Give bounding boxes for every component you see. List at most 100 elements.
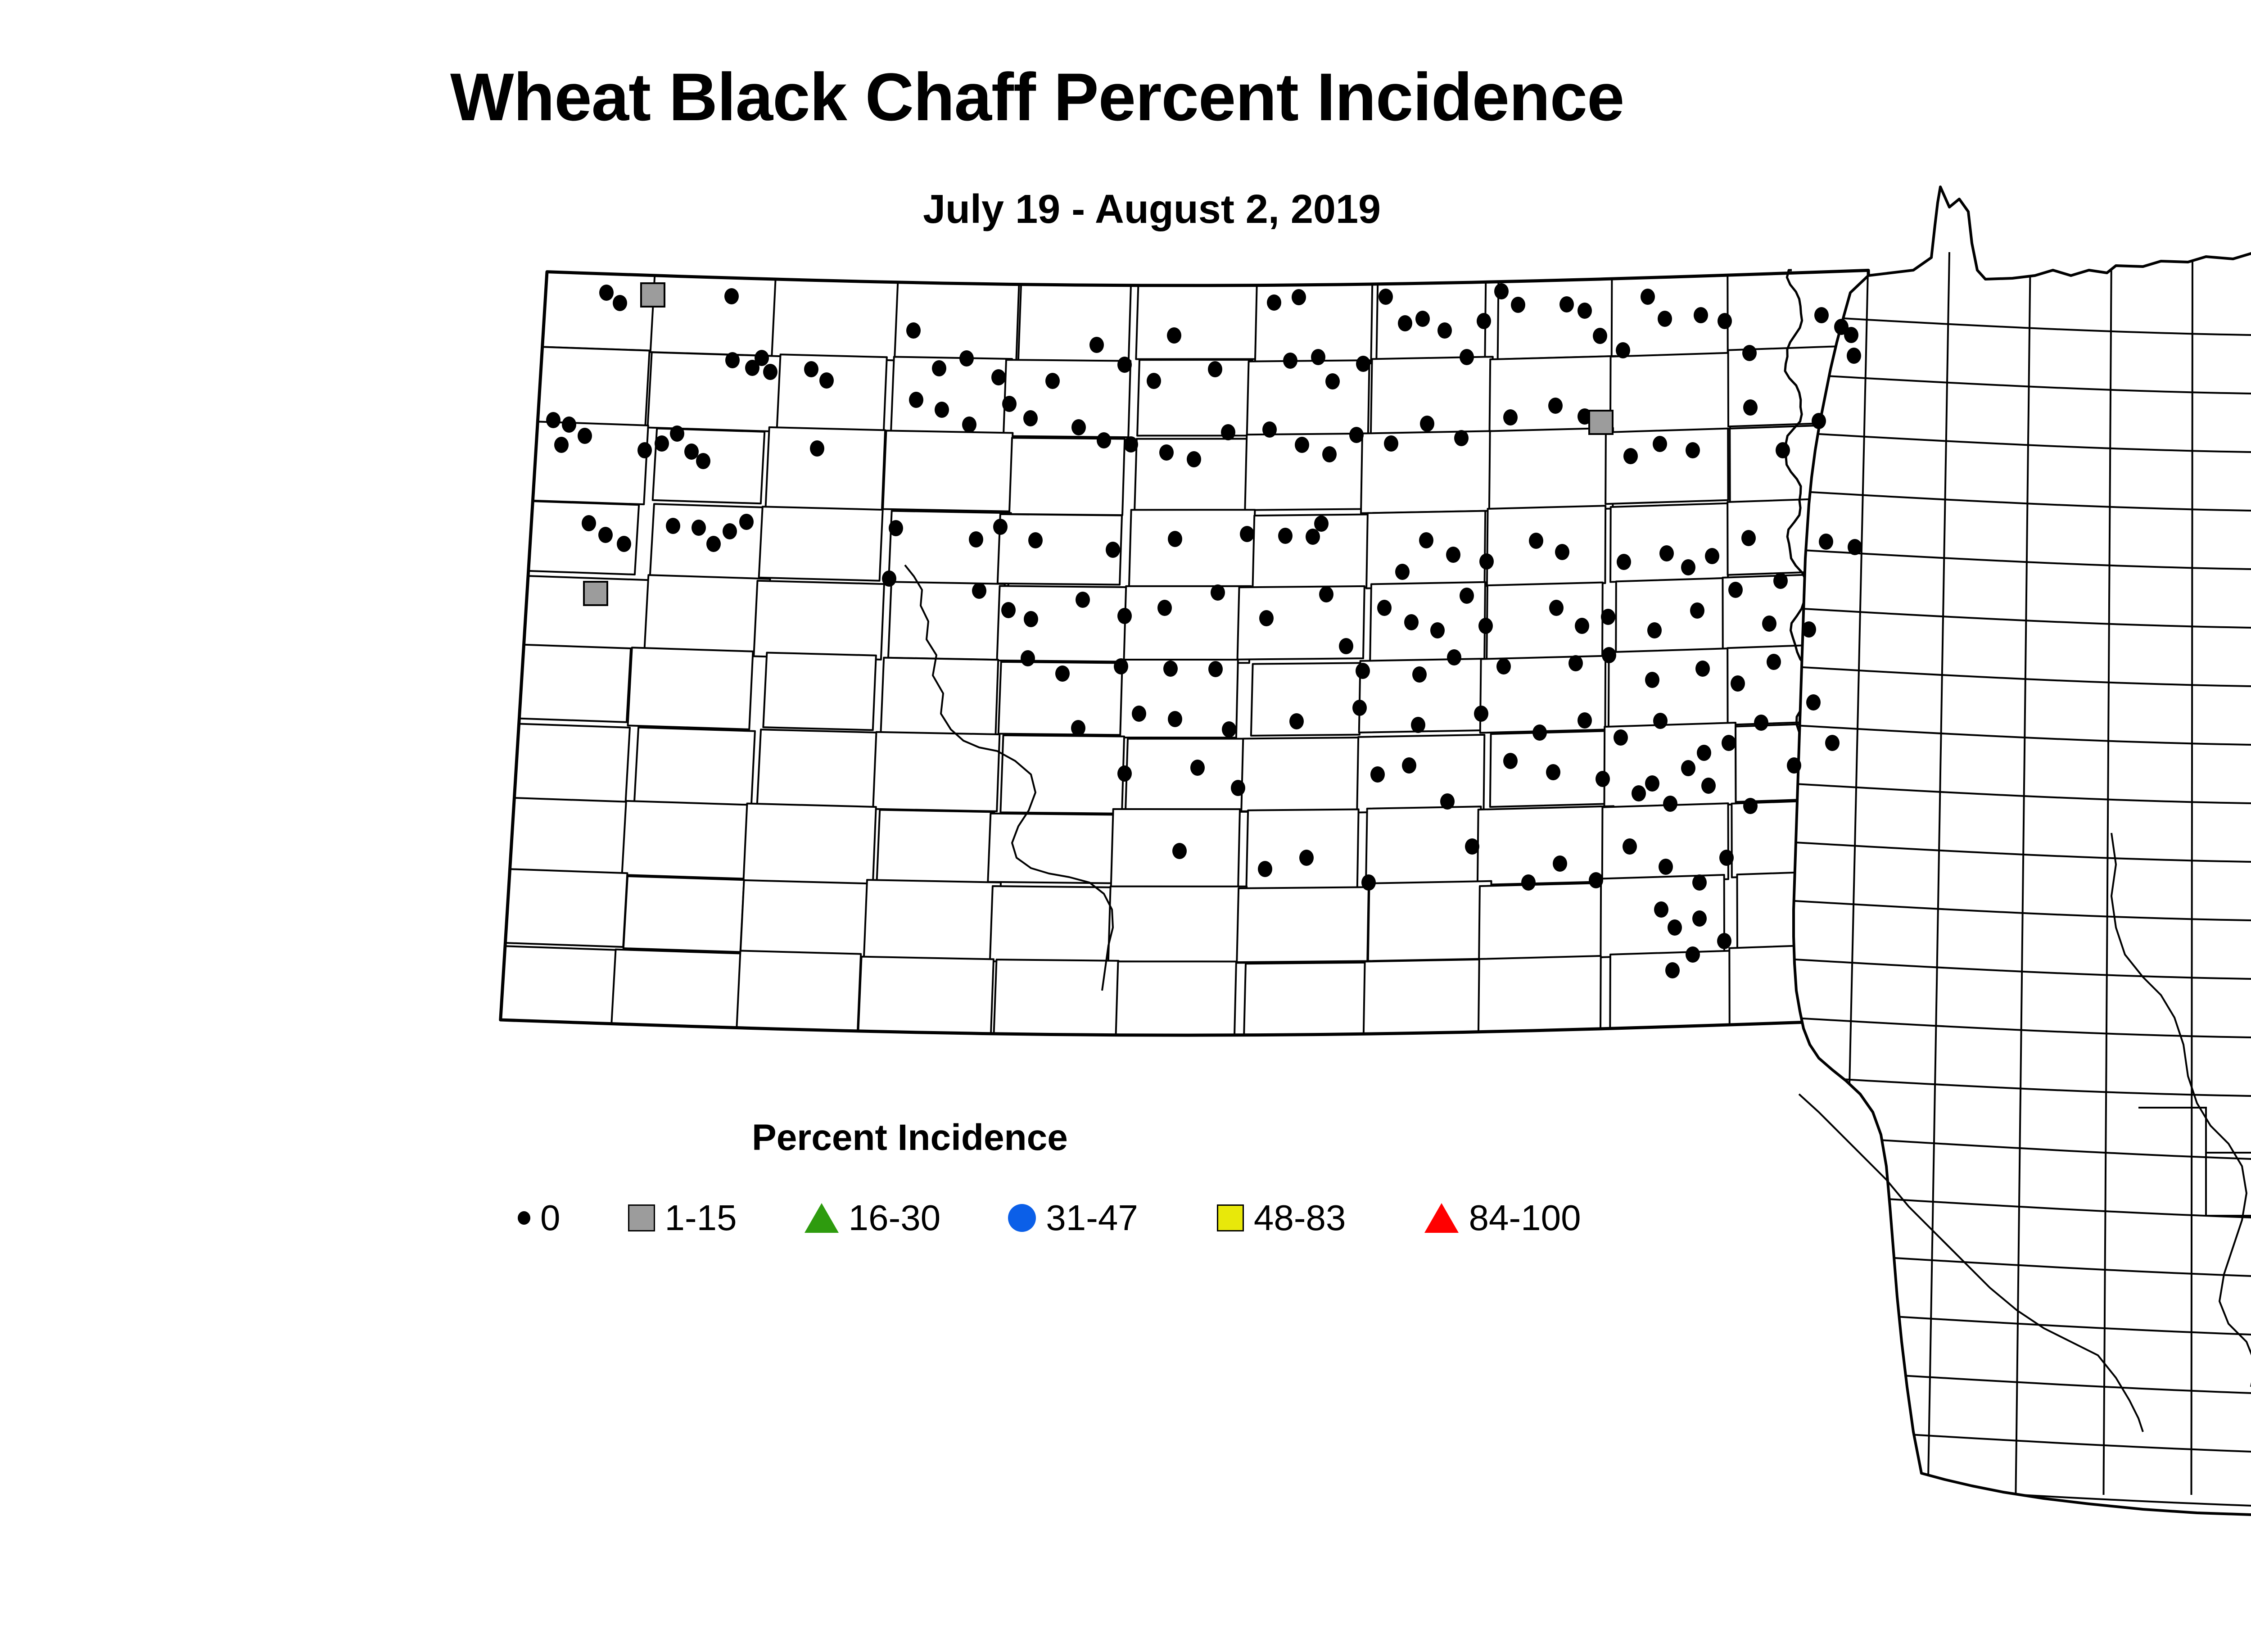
data-point [1754, 715, 1768, 731]
data-point [1641, 289, 1655, 305]
data-point [1555, 544, 1569, 560]
data-point [1602, 647, 1616, 663]
legend-item: 0 [518, 1200, 560, 1236]
data-point [1314, 516, 1329, 532]
data-point [1511, 297, 1525, 313]
data-point [1352, 700, 1367, 716]
data-point [1521, 874, 1536, 891]
data-point [1412, 666, 1427, 683]
data-point [1479, 553, 1494, 570]
legend-swatch-triangle-icon [1424, 1203, 1459, 1233]
data-point [1663, 796, 1677, 812]
data-point [1773, 573, 1788, 589]
data-point [1172, 843, 1187, 859]
data-point [640, 282, 665, 308]
data-point [1411, 717, 1425, 733]
data-point [1289, 713, 1304, 729]
data-point [1240, 526, 1254, 542]
page-title: Wheat Black Chaff Percent Incidence [450, 59, 1624, 135]
data-point [1546, 764, 1560, 780]
data-point [1402, 757, 1416, 774]
data-point [1339, 638, 1353, 654]
data-point [972, 583, 986, 599]
data-point [1440, 793, 1455, 810]
data-point [882, 570, 896, 587]
data-point [1559, 296, 1574, 312]
data-point [1021, 650, 1035, 666]
data-point [1356, 663, 1370, 679]
data-point [1278, 528, 1293, 544]
data-point [546, 412, 560, 428]
data-point [1292, 289, 1306, 305]
data-point [1645, 775, 1659, 792]
data-point [909, 392, 923, 408]
data-point [1632, 785, 1646, 801]
data-point [1446, 547, 1460, 563]
data-point [1259, 610, 1274, 626]
data-point [1454, 430, 1469, 446]
data-point [1787, 757, 1801, 774]
data-point [1117, 765, 1132, 782]
data-point [1208, 361, 1222, 377]
data-point [1743, 399, 1758, 416]
data-point [1168, 711, 1182, 727]
data-point [1614, 729, 1628, 746]
data-point [1742, 345, 1757, 361]
data-point [1311, 349, 1325, 365]
data-point [1658, 311, 1672, 327]
data-point [1190, 760, 1205, 776]
data-point [1420, 416, 1434, 432]
data-point [1548, 398, 1563, 414]
data-point [1306, 529, 1320, 545]
legend-item-label: 16-30 [848, 1198, 941, 1238]
data-point [1395, 564, 1410, 580]
data-point [1802, 621, 1816, 638]
data-point [1494, 283, 1509, 299]
data-point [1222, 721, 1236, 738]
data-point [1117, 357, 1132, 373]
legend-item-label: 84-100 [1469, 1198, 1581, 1238]
data-point [739, 514, 754, 530]
data-point [1258, 861, 1272, 877]
data-point [1503, 753, 1518, 769]
data-point [1692, 910, 1707, 927]
data-point [1731, 675, 1745, 692]
data-point [1477, 313, 1491, 329]
data-point [1384, 435, 1398, 452]
legend-item: 84-100 [1424, 1200, 1581, 1236]
data-point [1168, 531, 1182, 547]
data-points-layer [546, 282, 1862, 978]
data-point [1593, 328, 1607, 344]
data-point [991, 369, 1006, 385]
legend-swatch-square-icon [1216, 1204, 1244, 1231]
data-point [1705, 548, 1719, 564]
data-point [655, 435, 669, 452]
data-point [1478, 618, 1493, 634]
data-point [1132, 706, 1146, 722]
data-point [1163, 661, 1178, 677]
data-point [1623, 838, 1637, 855]
data-point [1097, 432, 1111, 448]
legend-title: Percent Incidence [752, 1117, 1068, 1158]
page-subtitle: July 19 - August 2, 2019 [923, 187, 1381, 232]
data-point [1717, 933, 1731, 949]
data-point [1681, 559, 1695, 575]
data-point [1045, 373, 1060, 389]
data-point [1654, 901, 1668, 918]
data-point [1028, 532, 1043, 548]
data-point [1806, 694, 1821, 711]
data-point [696, 453, 710, 469]
legend-item: 31-47 [1008, 1200, 1138, 1236]
data-point [1076, 592, 1090, 608]
data-point [1722, 735, 1736, 751]
data-point [1681, 760, 1695, 776]
data-point [1623, 448, 1638, 464]
data-point [1549, 600, 1564, 616]
data-point [1415, 311, 1430, 327]
data-point [819, 372, 834, 389]
data-point [706, 536, 721, 552]
data-point [1055, 665, 1070, 682]
data-point [1741, 530, 1756, 546]
